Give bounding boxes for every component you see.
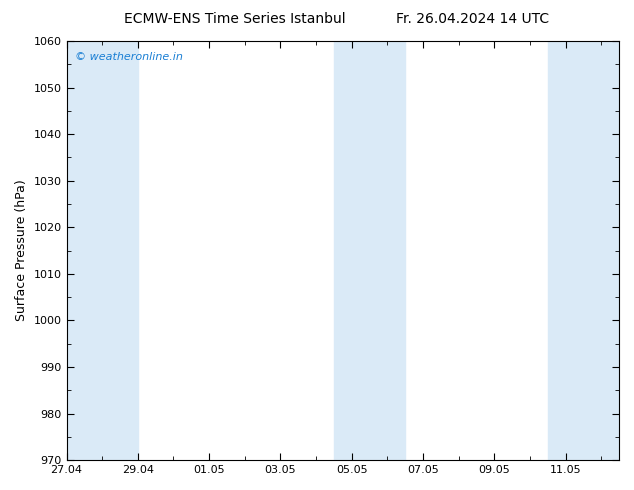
Y-axis label: Surface Pressure (hPa): Surface Pressure (hPa) <box>15 180 28 321</box>
Text: ECMW-ENS Time Series Istanbul: ECMW-ENS Time Series Istanbul <box>124 12 346 26</box>
Bar <box>583 41 619 460</box>
Text: Fr. 26.04.2024 14 UTC: Fr. 26.04.2024 14 UTC <box>396 12 549 26</box>
Text: © weatheronline.in: © weatheronline.in <box>75 51 183 62</box>
Bar <box>67 41 102 460</box>
Bar <box>370 41 405 460</box>
Bar <box>102 41 138 460</box>
Bar <box>548 41 583 460</box>
Bar <box>334 41 370 460</box>
